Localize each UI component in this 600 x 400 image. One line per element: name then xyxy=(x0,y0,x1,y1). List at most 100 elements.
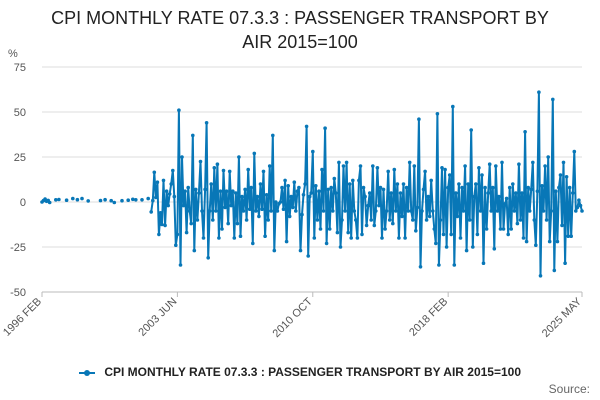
data-point[interactable] xyxy=(477,166,481,170)
data-point[interactable] xyxy=(146,196,150,201)
data-point[interactable] xyxy=(497,194,501,199)
data-point[interactable] xyxy=(247,207,252,211)
data-point[interactable] xyxy=(300,212,304,217)
data-point[interactable] xyxy=(71,196,75,201)
data-point[interactable] xyxy=(383,227,387,231)
data-point[interactable] xyxy=(324,241,329,246)
data-point[interactable] xyxy=(263,234,267,238)
data-point[interactable] xyxy=(212,166,217,170)
data-point[interactable] xyxy=(287,214,292,219)
data-point[interactable] xyxy=(154,195,158,200)
data-point[interactable] xyxy=(580,209,584,213)
data-point[interactable] xyxy=(401,182,406,186)
data-point[interactable] xyxy=(472,194,477,199)
data-point[interactable] xyxy=(434,241,438,246)
data-point[interactable] xyxy=(217,236,221,240)
data-point[interactable] xyxy=(126,198,130,202)
data-point[interactable] xyxy=(321,209,326,213)
data-point[interactable] xyxy=(369,218,374,222)
data-point[interactable] xyxy=(537,90,541,94)
data-point[interactable] xyxy=(437,263,441,267)
data-point[interactable] xyxy=(157,232,161,237)
data-point[interactable] xyxy=(237,155,241,159)
data-point[interactable] xyxy=(151,198,155,203)
data-point[interactable] xyxy=(234,191,238,195)
data-point[interactable] xyxy=(558,173,563,177)
data-point[interactable] xyxy=(278,200,283,204)
data-point[interactable] xyxy=(509,227,513,231)
data-point[interactable] xyxy=(303,182,307,186)
data-point[interactable] xyxy=(329,185,334,190)
data-point[interactable] xyxy=(364,223,369,228)
data-point[interactable] xyxy=(427,214,432,219)
data-point[interactable] xyxy=(54,198,58,202)
data-point[interactable] xyxy=(458,236,463,240)
data-point[interactable] xyxy=(483,185,487,190)
data-point[interactable] xyxy=(167,192,172,196)
data-point[interactable] xyxy=(214,209,218,213)
data-point[interactable] xyxy=(112,200,117,205)
data-point[interactable] xyxy=(535,189,540,193)
data-point[interactable] xyxy=(232,236,237,240)
data-point[interactable] xyxy=(252,151,257,156)
data-point[interactable] xyxy=(415,205,420,210)
data-point[interactable] xyxy=(469,128,474,132)
data-point[interactable] xyxy=(549,209,553,213)
data-point[interactable] xyxy=(272,248,277,253)
data-point[interactable] xyxy=(326,187,331,192)
data-point[interactable] xyxy=(284,239,289,244)
data-point[interactable] xyxy=(475,232,480,237)
data-point[interactable] xyxy=(195,218,200,222)
data-point[interactable] xyxy=(404,185,409,190)
data-point[interactable] xyxy=(357,178,361,183)
data-point[interactable] xyxy=(291,205,295,210)
data-point[interactable] xyxy=(207,209,212,213)
data-point[interactable] xyxy=(489,209,494,213)
data-point[interactable] xyxy=(395,182,400,186)
data-point[interactable] xyxy=(340,218,344,222)
data-point[interactable] xyxy=(198,159,203,164)
data-point[interactable] xyxy=(454,191,458,195)
data-point[interactable] xyxy=(555,239,560,244)
data-point[interactable] xyxy=(267,164,272,168)
data-point[interactable] xyxy=(335,230,340,235)
data-point[interactable] xyxy=(334,191,338,195)
data-point[interactable] xyxy=(400,214,404,219)
data-point[interactable] xyxy=(574,209,578,213)
data-point[interactable] xyxy=(420,209,424,213)
data-point[interactable] xyxy=(323,126,327,130)
data-point[interactable] xyxy=(172,194,177,199)
data-point[interactable] xyxy=(372,223,377,228)
data-point[interactable] xyxy=(478,209,483,213)
data-point[interactable] xyxy=(541,209,546,213)
data-point[interactable] xyxy=(264,193,269,197)
data-point[interactable] xyxy=(166,203,170,208)
data-point[interactable] xyxy=(417,117,421,121)
data-point[interactable] xyxy=(578,203,583,208)
data-point[interactable] xyxy=(260,207,264,211)
data-point[interactable] xyxy=(514,191,518,195)
data-point[interactable] xyxy=(298,248,303,253)
data-point[interactable] xyxy=(294,209,298,213)
data-point[interactable] xyxy=(484,227,489,231)
data-point[interactable] xyxy=(309,191,314,195)
data-point[interactable] xyxy=(435,112,440,116)
data-point[interactable] xyxy=(311,149,315,154)
data-point[interactable] xyxy=(366,203,371,208)
data-point[interactable] xyxy=(244,218,249,222)
data-point[interactable] xyxy=(271,133,275,138)
data-point[interactable] xyxy=(380,236,384,240)
data-point[interactable] xyxy=(86,199,90,203)
data-point[interactable] xyxy=(318,227,323,231)
data-point[interactable] xyxy=(423,169,427,174)
data-point[interactable] xyxy=(575,205,580,210)
data-point[interactable] xyxy=(363,194,367,199)
data-point[interactable] xyxy=(347,182,352,186)
legend[interactable]: CPI MONTHLY RATE 07.3.3 : PASSENGER TRAN… xyxy=(0,365,600,379)
data-point[interactable] xyxy=(398,191,403,195)
data-point[interactable] xyxy=(306,254,311,258)
data-point[interactable] xyxy=(358,164,363,168)
data-point[interactable] xyxy=(421,187,426,192)
data-point[interactable] xyxy=(495,209,500,213)
data-point[interactable] xyxy=(337,160,341,165)
